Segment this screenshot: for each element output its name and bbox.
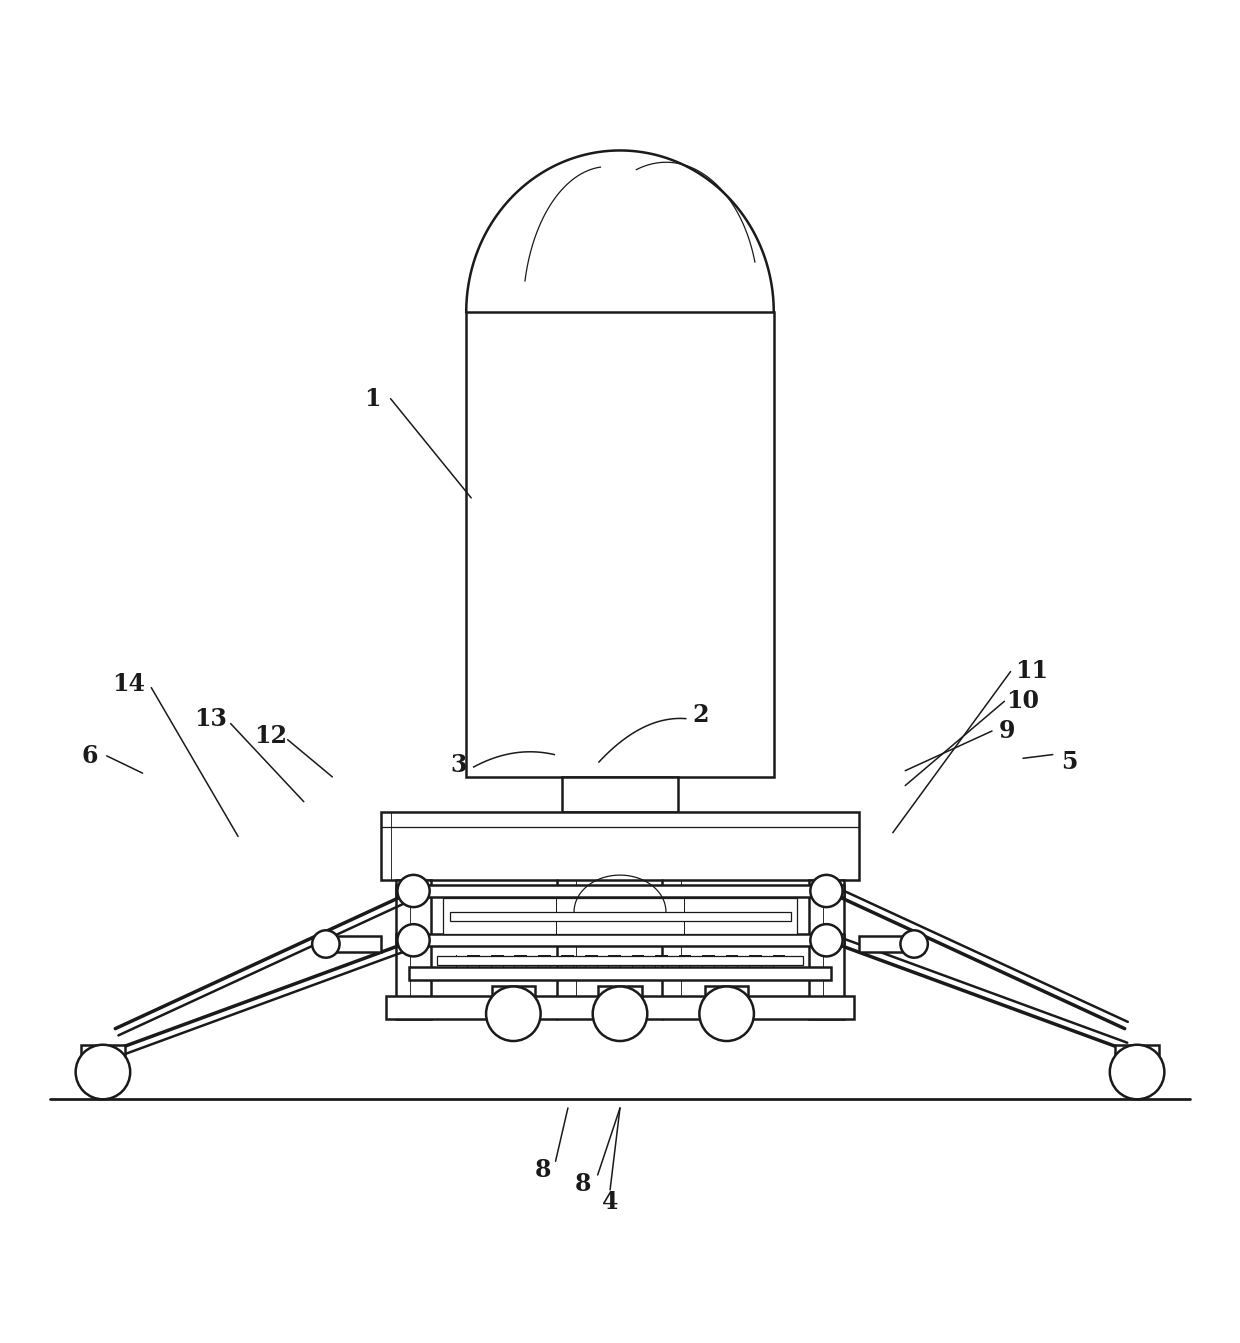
Text: 5: 5 — [1060, 749, 1078, 774]
Bar — [316, 936, 381, 952]
Bar — [859, 936, 924, 952]
Circle shape — [397, 874, 430, 907]
Circle shape — [486, 987, 541, 1041]
Text: 1: 1 — [363, 387, 381, 411]
Circle shape — [76, 1045, 130, 1100]
Circle shape — [900, 931, 928, 958]
Text: 6: 6 — [81, 744, 98, 768]
Bar — [704, 987, 749, 1006]
Bar — [1115, 1045, 1159, 1064]
Bar — [562, 776, 678, 811]
Bar — [450, 912, 791, 920]
Circle shape — [1110, 1045, 1164, 1100]
Bar — [438, 956, 802, 964]
Bar — [491, 987, 536, 1006]
Bar — [598, 987, 642, 1006]
Text: 11: 11 — [1016, 659, 1048, 684]
Circle shape — [397, 924, 430, 956]
Circle shape — [699, 987, 754, 1041]
Bar — [444, 898, 797, 935]
Circle shape — [312, 931, 340, 958]
Bar — [466, 312, 774, 776]
Bar — [382, 811, 858, 880]
Text: 8: 8 — [534, 1158, 552, 1182]
Circle shape — [811, 874, 843, 907]
Text: 10: 10 — [1007, 689, 1039, 713]
Text: 4: 4 — [601, 1190, 619, 1214]
Bar — [397, 885, 843, 897]
Polygon shape — [466, 150, 774, 312]
Text: 12: 12 — [254, 724, 286, 748]
Bar — [409, 967, 832, 980]
Bar — [397, 880, 432, 1019]
Bar — [808, 880, 843, 1019]
Bar — [387, 997, 853, 1019]
Bar — [81, 1045, 125, 1064]
Text: 3: 3 — [450, 752, 467, 776]
Bar — [397, 935, 843, 947]
Text: 2: 2 — [692, 702, 709, 727]
Text: 8: 8 — [574, 1171, 591, 1195]
Text: 13: 13 — [195, 706, 227, 731]
Text: 9: 9 — [998, 719, 1016, 743]
Circle shape — [811, 924, 843, 956]
Circle shape — [593, 987, 647, 1041]
Text: 14: 14 — [113, 672, 145, 696]
